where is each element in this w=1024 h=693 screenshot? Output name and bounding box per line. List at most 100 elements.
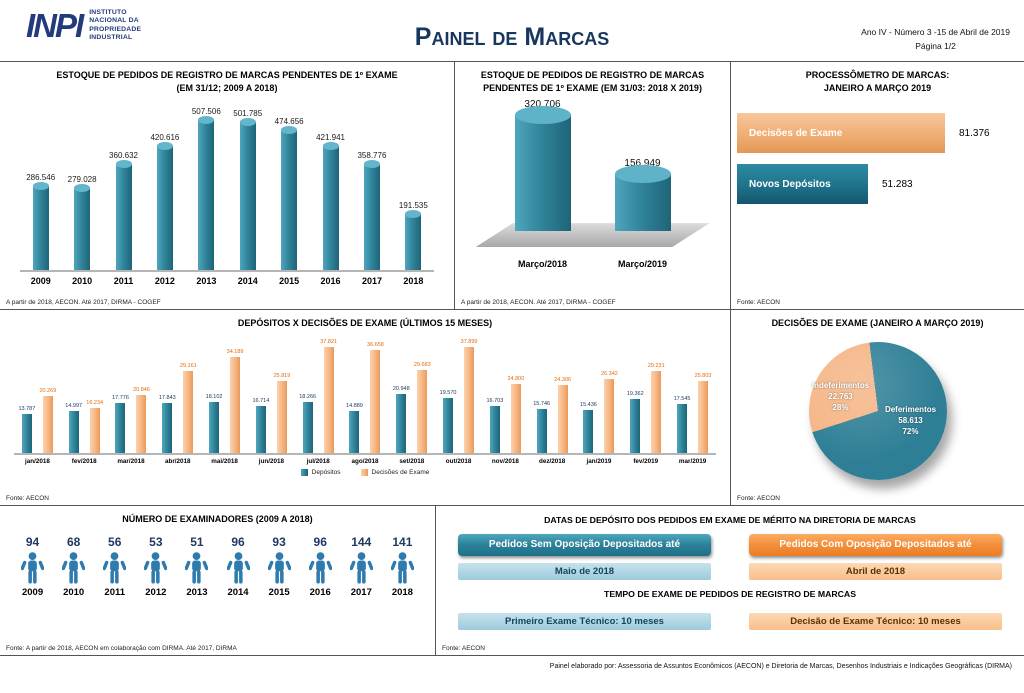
examiner-column: 51 2013 [176, 535, 217, 598]
examiner-count: 94 [25, 535, 40, 550]
top-row: ESTOQUE DE PEDIDOS DE REGISTRO DE MARCAS… [0, 62, 1024, 310]
bar-value-label: 191.535 [398, 201, 428, 211]
bar [464, 347, 475, 454]
person-icon [143, 552, 168, 584]
bar-value-label: 29.231 [647, 363, 665, 370]
stock-compare-title: ESTOQUE DE PEDIDOS DE REGISTRO DE MARCAS… [455, 62, 730, 95]
panel-stock-compare: ESTOQUE DE PEDIDOS DE REGISTRO DE MARCAS… [455, 62, 731, 309]
bar [115, 160, 132, 271]
bar [276, 381, 287, 454]
bar [651, 371, 662, 454]
bar-value-label: 37.821 [320, 339, 338, 346]
bar-value-label: 19.362 [626, 391, 644, 398]
stock-by-year-source: A partir de 2018, AECON. Até 2017, DIRMA… [6, 299, 161, 306]
x-axis-label: 2013 [196, 276, 217, 287]
processometro-source: Fonte: AECON [737, 299, 780, 306]
bar-column: 29.231 [646, 363, 667, 454]
examiner-column: 94 2009 [12, 535, 53, 598]
bar-column: 25.803 [693, 373, 714, 454]
bar-value-label: 17.843 [158, 395, 176, 402]
bar-value-label: 24.306 [554, 377, 572, 384]
chart-subtitle-line: PENDENTES DE 1º EXAME (EM 31/03: 2018 X … [483, 83, 702, 94]
bar-column: 20.846 [131, 387, 152, 454]
bar-column: 36.658 [365, 342, 386, 454]
x-axis-label: mar/2019 [678, 458, 707, 466]
bar-column: 37.821 [318, 339, 339, 454]
horizontal-bar: Novos Depósitos [737, 164, 868, 205]
bar [489, 406, 500, 454]
opposition-button: Pedidos Com Oposição Depositados até [749, 533, 1002, 556]
x-axis-label: 2018 [403, 276, 424, 287]
person-icon [184, 552, 209, 584]
examiner-year: 2017 [350, 587, 372, 599]
bar [604, 379, 615, 454]
stock-by-year-chart: 286.546 279.028 360.632 420.616 507.506 501.7… [0, 107, 454, 286]
bar-value-label: 279.028 [67, 175, 97, 185]
compare-xlabels: Março/2018 Março/2019 [455, 259, 730, 269]
bar-column: 18.102 [204, 394, 225, 454]
bar-value-label: 501.785 [233, 109, 263, 119]
bar-column: 320.706 [514, 99, 571, 232]
processometro-title: PROCESSÔMETRO DE MARCAS: JANEIRO A MARÇO… [731, 62, 1024, 95]
merit-buttons-row: Pedidos Sem Oposição Depositados até Mai… [436, 533, 1024, 580]
bar-value-label: 358.776 [357, 151, 387, 161]
logo-name-line: NACIONAL DA [89, 17, 139, 25]
bar-column: 20.269 [37, 388, 58, 454]
legend-swatch [360, 469, 368, 477]
bar [405, 210, 422, 271]
bar-value-label: 420.616 [150, 133, 180, 143]
bar [536, 409, 547, 454]
x-axis-label: jul/2018 [306, 458, 330, 466]
decisions-pie-title: DECISÕES DE EXAME (JANEIRO A MARÇO 2019) [771, 318, 984, 328]
bar [136, 395, 147, 454]
examiner-year: 2018 [391, 587, 413, 599]
x-axis-label: 2014 [237, 276, 258, 287]
bar-value-label: 81.376 [959, 127, 990, 139]
bar-column: 29.683 [412, 362, 433, 454]
bar-value-label: 25.803 [694, 373, 712, 380]
bar [349, 411, 360, 454]
bar [74, 184, 91, 271]
bar-value-label: 15.436 [580, 402, 597, 409]
first-exam-column: Primeiro Exame Técnico: 10 meses [458, 606, 711, 630]
examiner-column: 56 2011 [94, 535, 135, 598]
examiner-count: 56 [108, 535, 122, 550]
decisions-pie-source: Fonte: AECON [737, 495, 780, 502]
person-icon [267, 552, 292, 584]
bar [614, 165, 671, 232]
examiner-count: 144 [351, 535, 372, 550]
x-axis-label: jun/2018 [258, 458, 284, 466]
bar-column: 358.776 [351, 151, 392, 271]
bar-value-label: 51.283 [882, 178, 913, 190]
bar-group: 16.703 24.800 [482, 376, 529, 454]
bar [417, 370, 428, 454]
bar-value-label: 17.545 [673, 396, 691, 403]
bar-value-label: 25.819 [273, 373, 291, 380]
bar-value-label: 29.161 [179, 363, 197, 370]
slice-value: 58.613 [898, 416, 923, 426]
bar [209, 402, 220, 454]
bar-group: 16.714 25.819 [248, 373, 295, 454]
examiner-column: 53 2012 [135, 535, 176, 598]
panel-examiners: NÚMERO DE EXAMINADORES (2009 A 2018) 94 2… [0, 506, 436, 655]
examiner-year: 2009 [21, 587, 44, 599]
x-axis-label: 2017 [361, 276, 382, 287]
bar-value-label: 156.949 [624, 158, 661, 170]
panel-processometro: PROCESSÔMETRO DE MARCAS: JANEIRO A MARÇO… [731, 62, 1024, 309]
bar-value-label: 20.269 [39, 388, 57, 395]
bar-column: 156.949 [614, 158, 671, 232]
examiner-count: 141 [392, 535, 413, 550]
panel-deposits-decisions: DEPÓSITOS X DECISÕES DE EXAME (ÚLTIMOS 1… [0, 310, 731, 505]
opposition-column: Pedidos Com Oposição Depositados até Abr… [749, 533, 1002, 580]
x-axis-label: fev/2018 [71, 458, 97, 466]
panel-merit-dates: DATAS DE DEPÓSITO DOS PEDIDOS EM EXAME D… [436, 506, 1024, 655]
bar-value-label: 20.948 [392, 386, 410, 393]
person-icon [102, 552, 127, 584]
bar-group: 19.362 29.231 [622, 363, 669, 454]
edition-info: Ano IV - Número 3 -15 de Abril de 2019 P… [861, 26, 1010, 53]
pie-chart [808, 342, 947, 481]
person-icon [61, 552, 86, 584]
bar-group: 20.948 29.683 [388, 362, 435, 454]
x-axis-label: dez/2018 [539, 458, 566, 466]
